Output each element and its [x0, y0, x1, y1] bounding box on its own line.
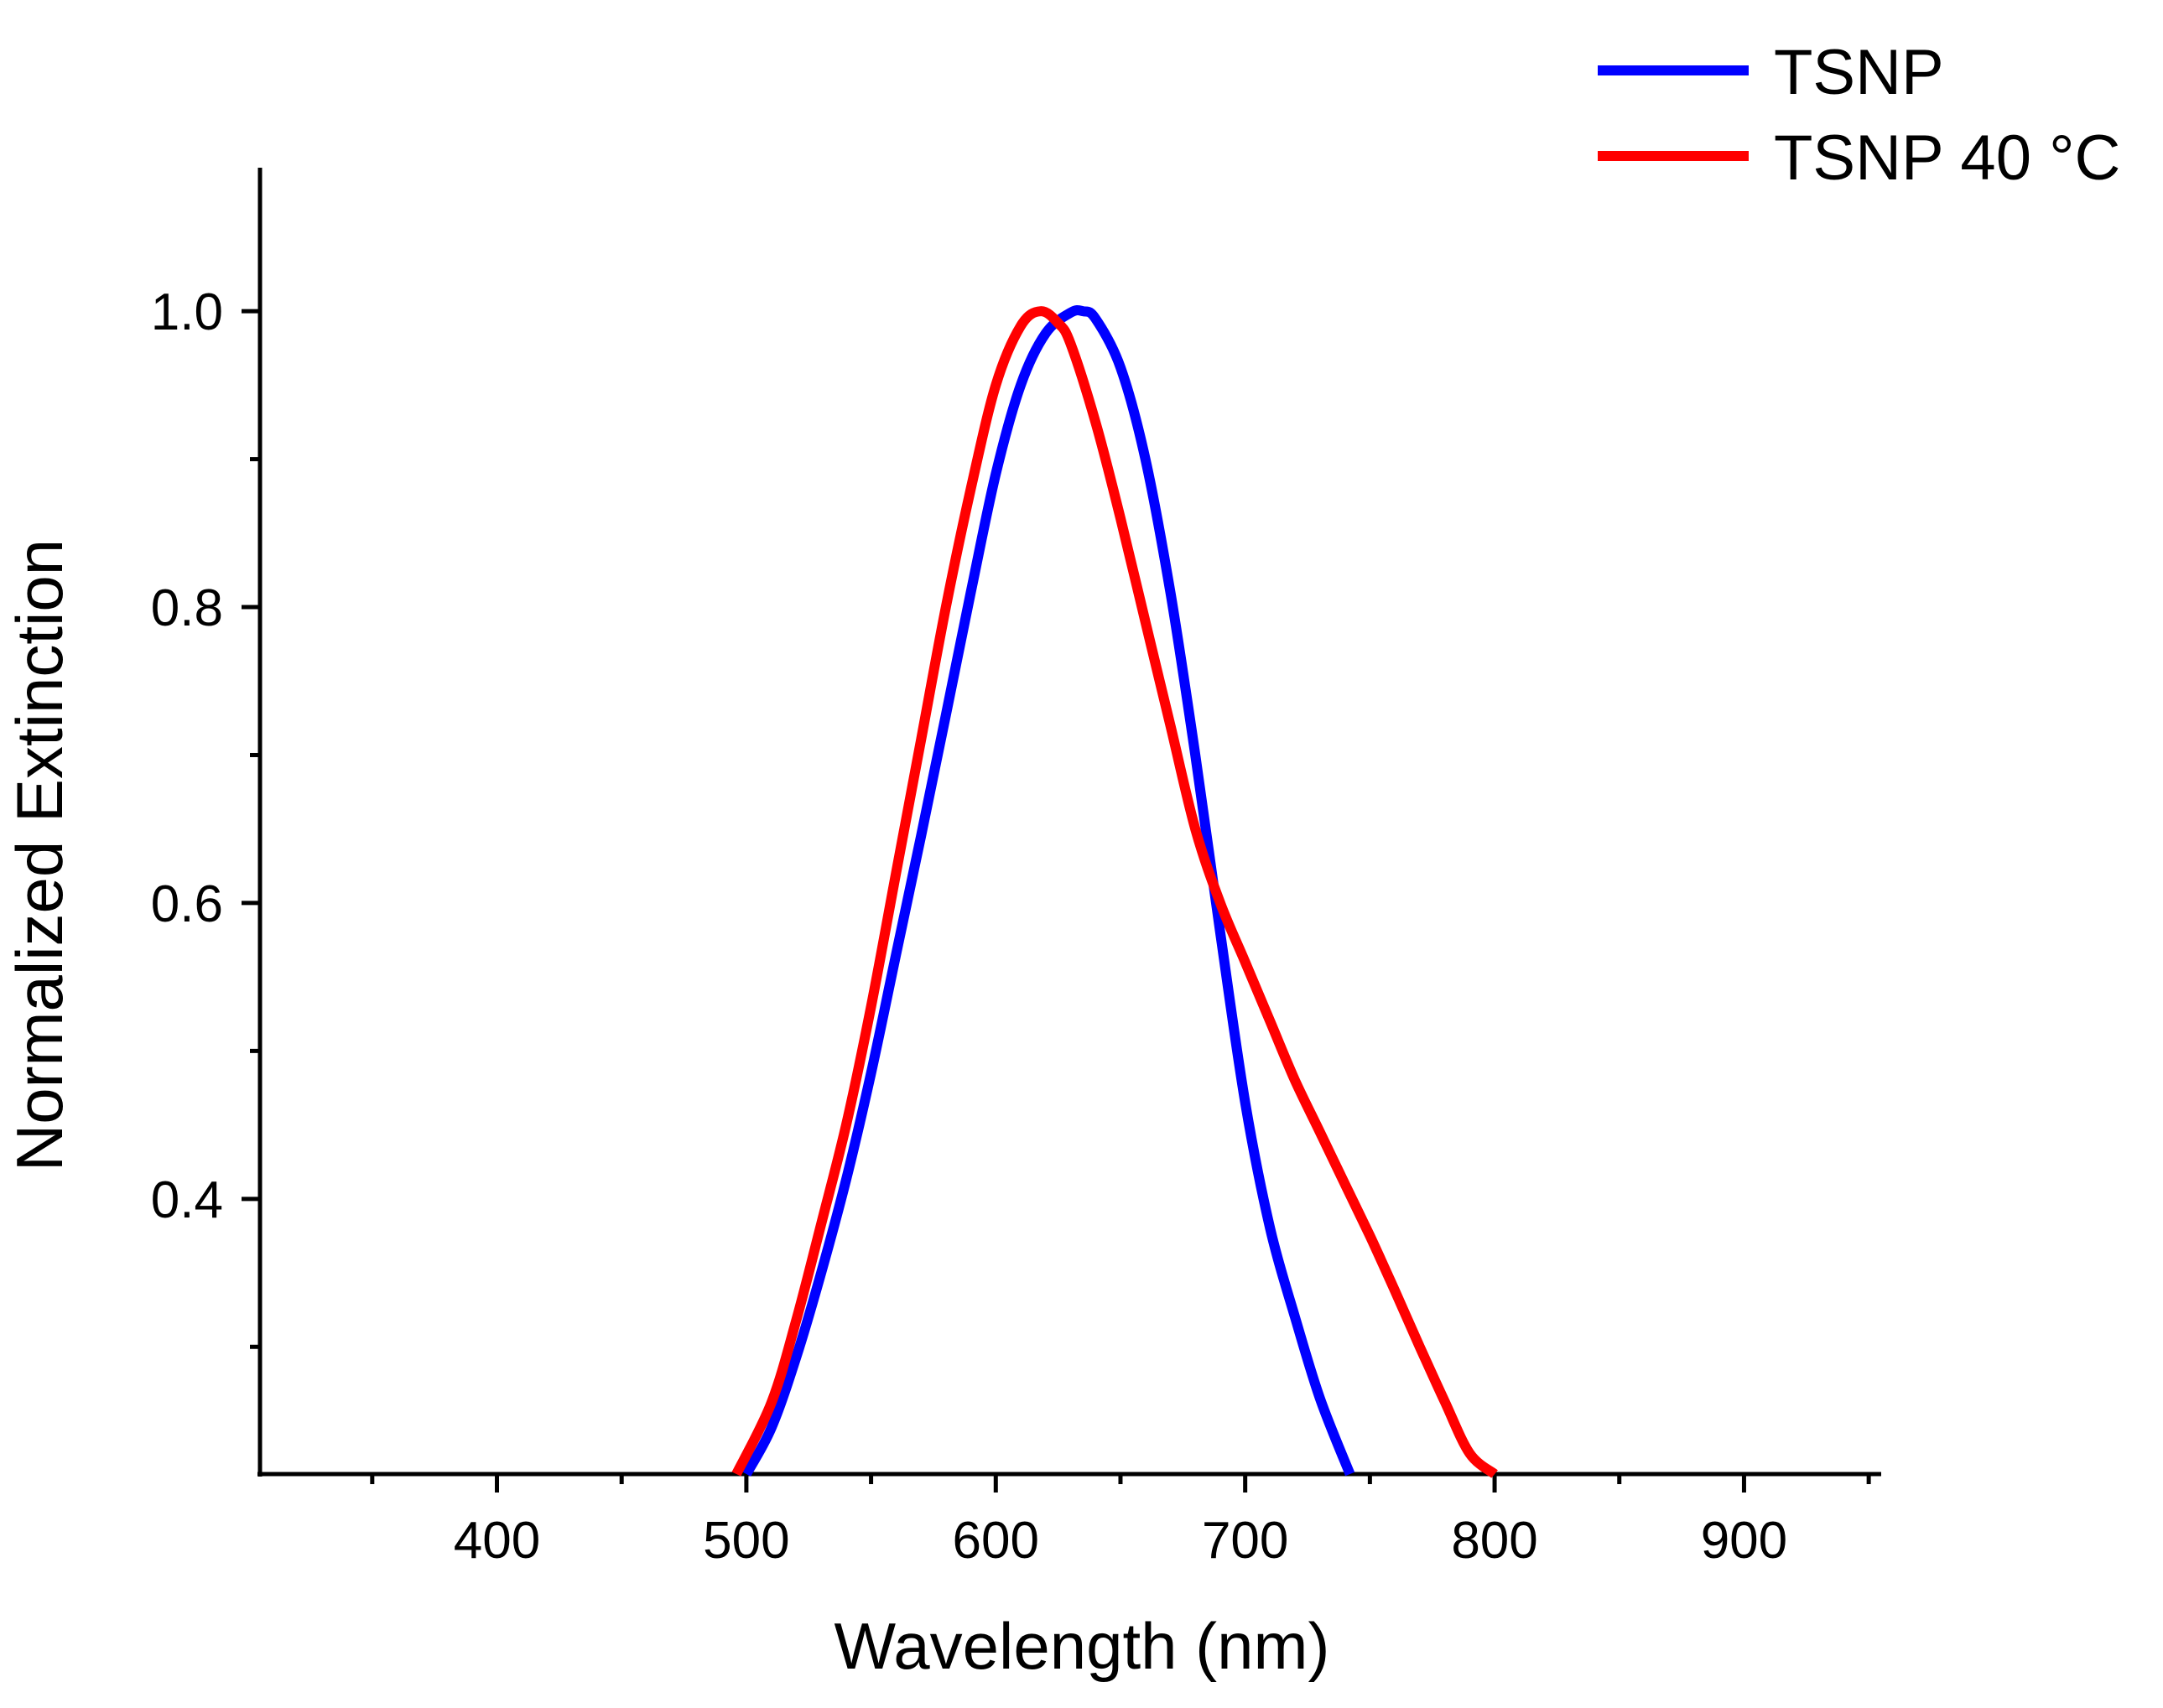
x-tick-label-800: 800 — [1451, 1512, 1537, 1570]
legend-label-tsnp-40c: TSNP 40 °C — [1774, 122, 2120, 194]
series-lines — [731, 304, 1498, 1478]
y-tick-label-0.6: 0.6 — [151, 875, 223, 933]
y-axis-label: Normalized Extinction — [3, 539, 76, 1171]
x-tick-label-600: 600 — [953, 1512, 1039, 1570]
legend: TSNP TSNP 40 °C — [1598, 37, 2120, 194]
y-ticks: 0.4 0.6 0.8 1.0 — [151, 283, 260, 1349]
y-tick-label-0.4: 0.4 — [151, 1171, 223, 1229]
x-tick-label-900: 900 — [1701, 1512, 1787, 1570]
x-tick-label-400: 400 — [454, 1512, 540, 1570]
axes — [257, 168, 1881, 1477]
x-ticks: 400 500 600 700 800 900 — [370, 1474, 1871, 1570]
series-line-tsnp — [741, 304, 1355, 1477]
y-tick-label-0.8: 0.8 — [151, 579, 223, 637]
x-tick-label-700: 700 — [1202, 1512, 1288, 1570]
x-tick-label-500: 500 — [703, 1512, 789, 1570]
x-axis-label: Wavelength (nm) — [835, 1609, 1330, 1683]
series-line-tsnp-40c — [731, 306, 1498, 1478]
y-tick-label-1: 1.0 — [151, 283, 223, 341]
legend-label-tsnp: TSNP — [1774, 37, 1944, 108]
